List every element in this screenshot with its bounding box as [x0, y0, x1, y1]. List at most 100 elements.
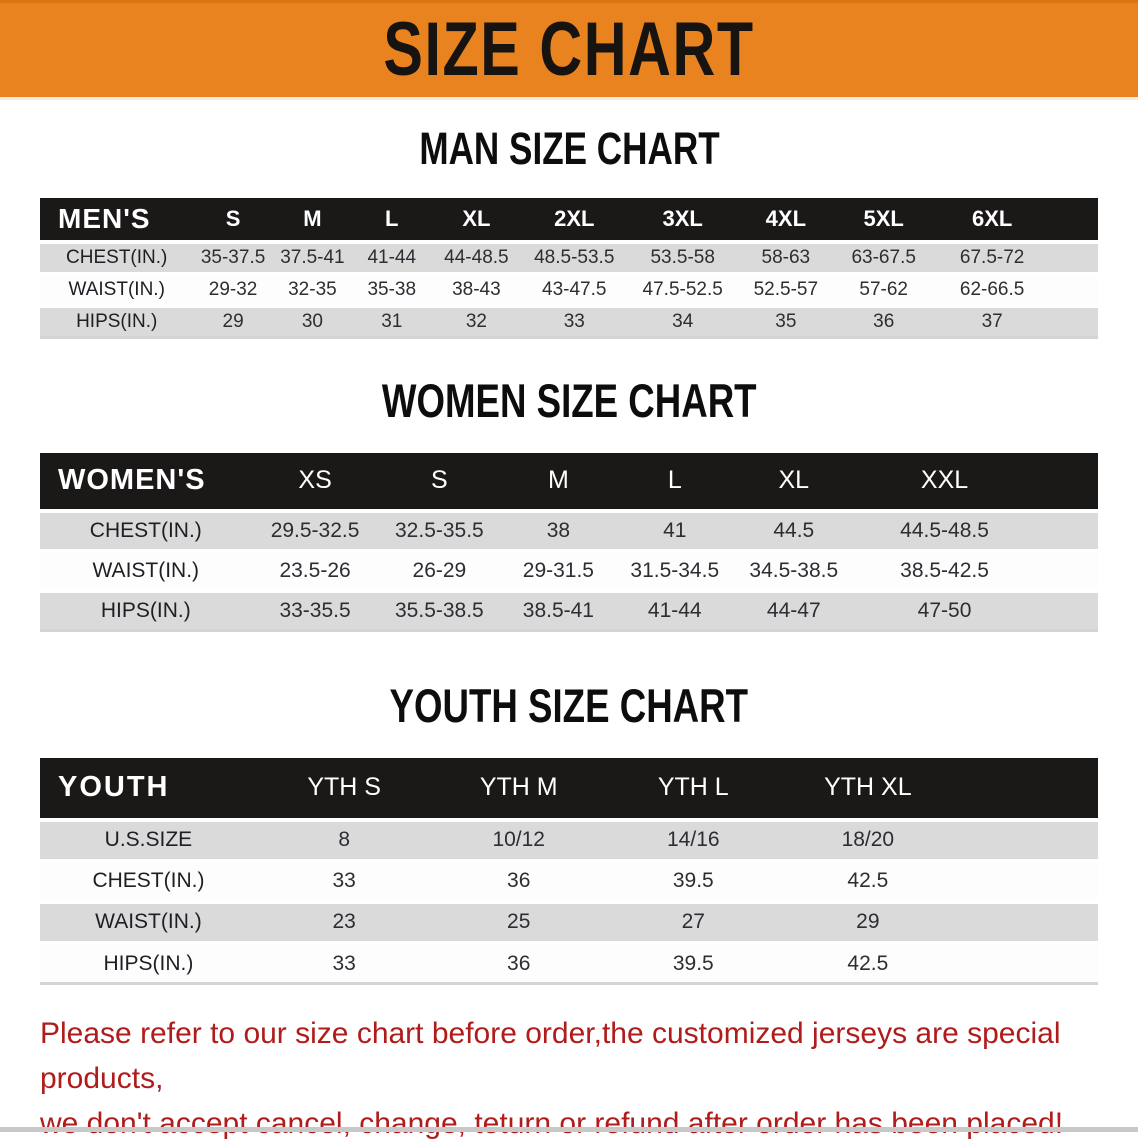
- spacer-cell: [1050, 306, 1098, 338]
- women-table-label: WOMEN'S: [58, 464, 206, 497]
- youth-table-label: YOUTH: [58, 771, 170, 804]
- row-label: CHEST(IN.): [89, 518, 202, 542]
- size-value-cell: 67.5-72: [959, 246, 1025, 268]
- women-size-table: WOMEN'S XS S M L XL XXL CHEST(IN.) 29.5-…: [40, 452, 1098, 633]
- youth-section-title-text: YOUTH SIZE CHART: [389, 679, 749, 733]
- size-value-cell: 33: [563, 310, 585, 332]
- size-value-cell: 44.5: [773, 518, 815, 542]
- spacer-cell: [1034, 551, 1098, 591]
- spacer-cell: [1050, 242, 1098, 274]
- youth-waist-row: WAIST(IN.) 23 25 27 29: [40, 901, 1098, 943]
- size-value-cell: 44-48.5: [444, 246, 509, 268]
- spacer-cell: [1050, 274, 1098, 306]
- youth-chest-row: CHEST(IN.) 33 36 39.5 42.5: [40, 860, 1098, 902]
- men-waist-row: WAIST(IN.) 29-32 32-35 35-38 38-43 43-47…: [40, 273, 1098, 306]
- spacer-cell: [1034, 453, 1098, 511]
- men-section-title-text: MAN SIZE CHART: [418, 123, 720, 174]
- size-column-header: 4XL: [765, 205, 807, 231]
- size-value-cell: 8: [338, 828, 350, 852]
- spacer-cell: [1034, 591, 1098, 631]
- youth-section-title: YOUTH SIZE CHART: [0, 680, 1138, 732]
- banner-title: SIZE CHART: [331, 12, 807, 88]
- size-value-cell: 37: [981, 310, 1003, 332]
- spacer-cell: [955, 902, 1098, 943]
- women-hips-row: HIPS(IN.) 33-35.5 35.5-38.5 38.5-41 41-4…: [40, 590, 1098, 631]
- size-chart-banner: SIZE CHART: [0, 0, 1138, 100]
- size-value-cell: 25: [507, 910, 531, 934]
- size-column-header: M: [547, 466, 569, 495]
- size-value-cell: 29-31.5: [522, 558, 594, 582]
- youth-hips-row: HIPS(IN.) 33 36 39.5 42.5: [40, 942, 1098, 984]
- size-value-cell: 36: [507, 951, 531, 975]
- size-value-cell: 41: [663, 518, 687, 542]
- size-value-cell: 23.5-26: [279, 558, 351, 582]
- size-column-header: YTH S: [307, 773, 381, 802]
- size-value-cell: 35-37.5: [200, 246, 266, 268]
- men-header-row: MEN'S S M L XL 2XL 3XL 4XL 5XL 6XL: [40, 197, 1098, 242]
- row-label: HIPS(IN.): [103, 951, 194, 975]
- youth-header-row: YOUTH YTH S YTH M YTH L YTH XL: [40, 757, 1098, 820]
- size-value-cell: 29: [856, 910, 880, 934]
- size-value-cell: 42.5: [847, 869, 889, 893]
- spacer-cell: [955, 943, 1098, 984]
- size-value-cell: 41-44: [367, 246, 417, 268]
- size-value-cell: 52.5-57: [753, 278, 819, 300]
- size-value-cell: 39.5: [672, 951, 714, 975]
- women-waist-row: WAIST(IN.) 23.5-26 26-29 29-31.5 31.5-34…: [40, 550, 1098, 591]
- banner-title-text: SIZE CHART: [383, 7, 755, 92]
- men-size-table: MEN'S S M L XL 2XL 3XL 4XL 5XL 6XL CHEST…: [40, 197, 1098, 339]
- size-column-header: 5XL: [863, 205, 904, 231]
- size-value-cell: 29.5-32.5: [270, 518, 360, 542]
- men-chest-row: CHEST(IN.) 35-37.5 37.5-41 41-44 44-48.5…: [40, 241, 1098, 274]
- row-label: WAIST(IN.): [68, 278, 165, 300]
- size-value-cell: 35.5-38.5: [395, 598, 484, 622]
- size-column-header: S: [431, 466, 448, 495]
- size-value-cell: 48.5-53.5: [534, 246, 615, 268]
- size-column-header: 6XL: [971, 205, 1013, 231]
- size-value-cell: 32.5-35.5: [395, 518, 484, 542]
- size-value-cell: 18/20: [841, 828, 895, 852]
- size-value-cell: 39.5: [672, 869, 714, 893]
- row-label: WAIST(IN.): [92, 558, 200, 582]
- size-value-cell: 42.5: [847, 951, 889, 975]
- size-value-cell: 62-66.5: [959, 278, 1025, 300]
- row-label: U.S.SIZE: [104, 828, 193, 852]
- spacer-cell: [955, 861, 1098, 902]
- row-label: WAIST(IN.): [95, 910, 202, 934]
- men-section-title: MAN SIZE CHART: [0, 124, 1138, 174]
- size-value-cell: 26-29: [412, 558, 467, 582]
- row-label: CHEST(IN.): [66, 246, 168, 268]
- size-value-cell: 41-44: [647, 598, 702, 622]
- spacer-cell: [955, 758, 1098, 820]
- size-value-cell: 30: [301, 310, 323, 332]
- size-value-cell: 31.5-34.5: [630, 558, 720, 582]
- size-column-header: XXL: [920, 466, 969, 495]
- size-value-cell: 38.5-41: [522, 598, 594, 622]
- size-value-cell: 29: [222, 310, 244, 332]
- women-section-title-text: WOMEN SIZE CHART: [381, 374, 757, 427]
- size-column-header: L: [667, 466, 682, 495]
- size-value-cell: 38-43: [452, 278, 501, 300]
- row-label: HIPS(IN.): [76, 310, 158, 332]
- men-hips-row: HIPS(IN.) 29 30 31 32 33 34 35 36 37: [40, 305, 1098, 338]
- size-value-cell: 34.5-38.5: [749, 558, 839, 582]
- size-value-cell: 23: [332, 910, 356, 934]
- row-label: HIPS(IN.): [100, 598, 191, 622]
- women-header-row: WOMEN'S XS S M L XL XXL: [40, 452, 1098, 511]
- size-column-header: XL: [778, 466, 810, 495]
- size-value-cell: 35-38: [367, 278, 417, 300]
- size-value-cell: 37.5-41: [280, 246, 345, 268]
- spacer-cell: [955, 820, 1098, 861]
- spacer-cell: [1050, 198, 1098, 242]
- size-value-cell: 38.5-42.5: [900, 558, 989, 582]
- size-column-header: YTH M: [479, 773, 558, 802]
- size-column-header: L: [385, 205, 399, 231]
- women-section-title: WOMEN SIZE CHART: [0, 375, 1138, 427]
- size-value-cell: 35: [775, 310, 797, 332]
- size-value-cell: 32: [465, 310, 487, 332]
- disclaimer-line-1: Please refer to our size chart before or…: [40, 1017, 1061, 1096]
- size-value-cell: 38: [546, 518, 571, 542]
- size-value-cell: 27: [681, 910, 705, 934]
- women-size-section: WOMEN SIZE CHART WOMEN'S XS S M L XL XXL…: [0, 375, 1138, 633]
- size-column-header: 3XL: [662, 205, 703, 231]
